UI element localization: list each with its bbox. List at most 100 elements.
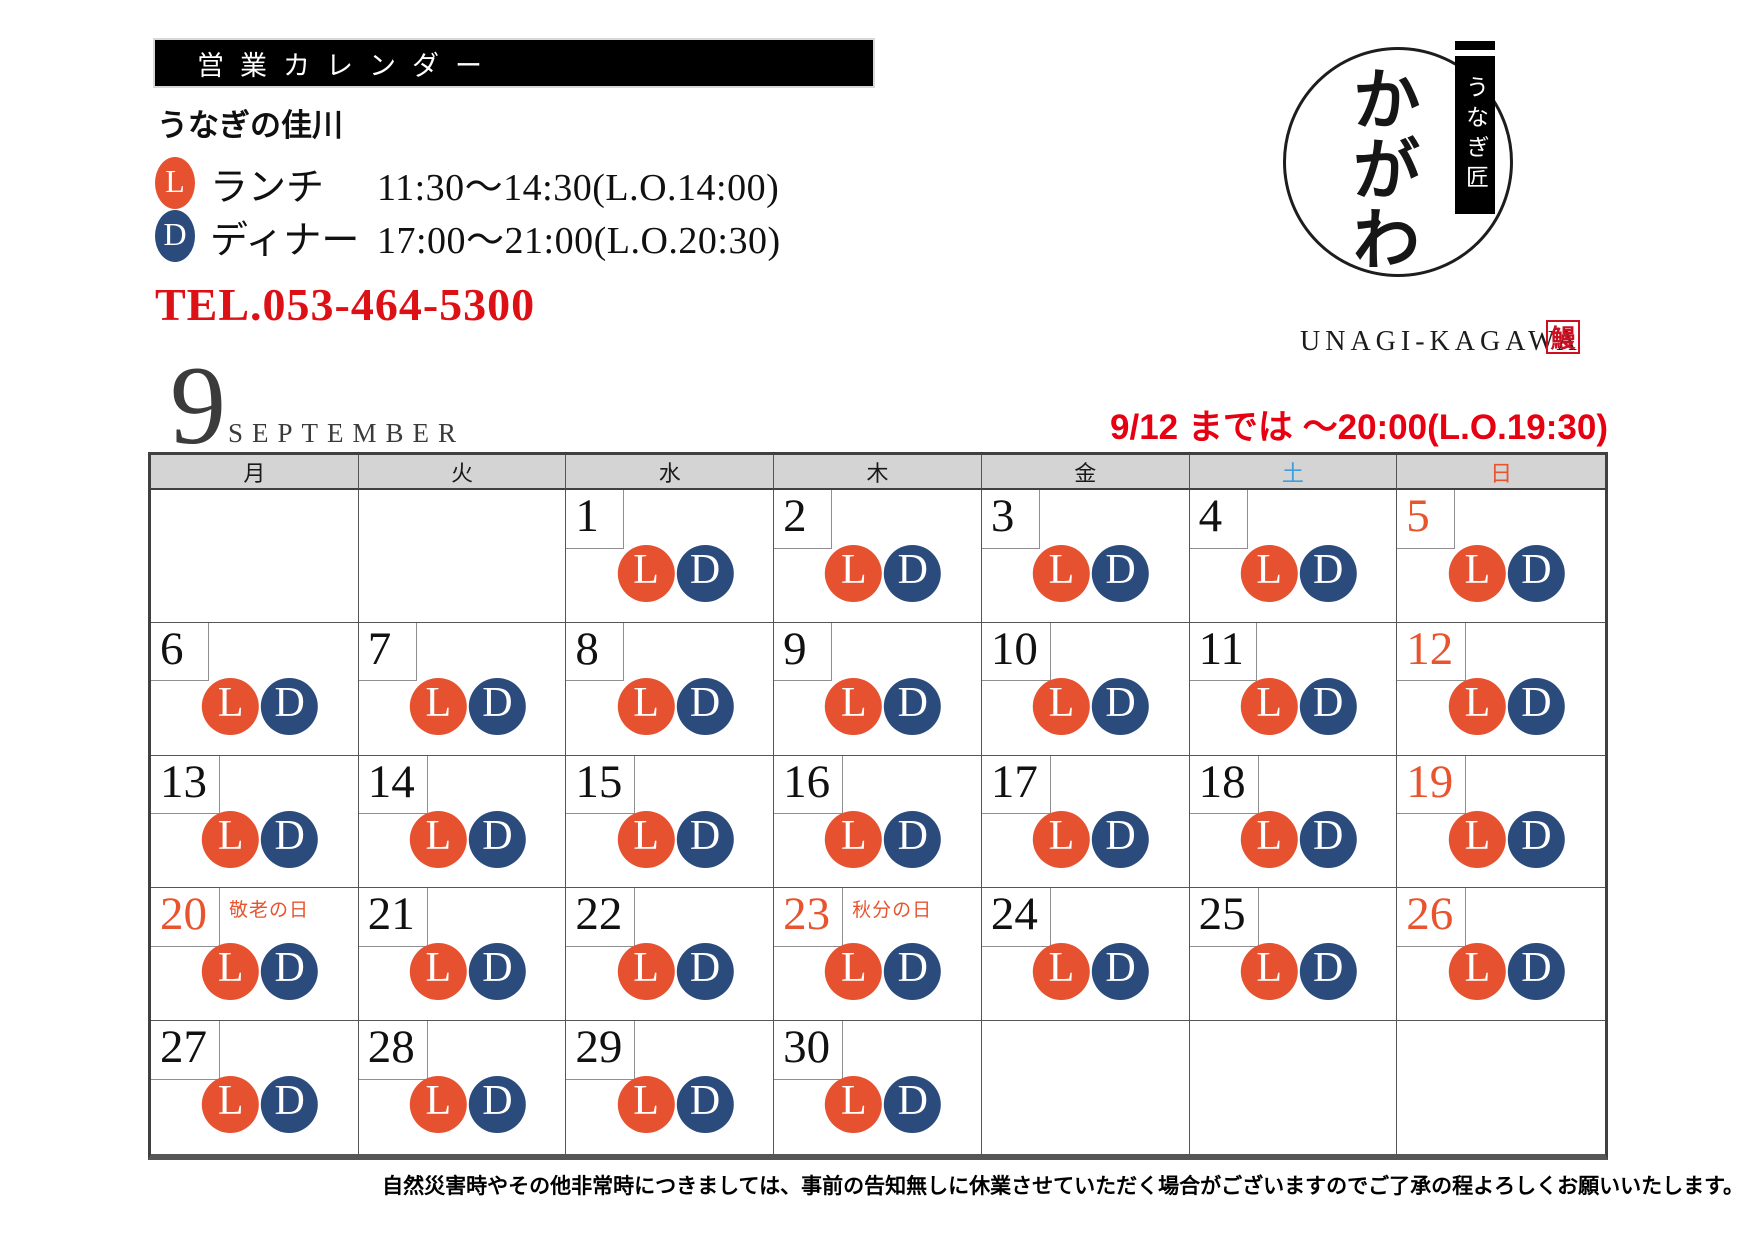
lunch-badge: L xyxy=(1240,677,1298,735)
weekday-header-sun: 日 xyxy=(1397,455,1605,490)
day-number: 7 xyxy=(367,622,392,675)
day-number: 9 xyxy=(783,622,807,675)
empty-day-cell xyxy=(358,490,567,623)
dinner-badge: D xyxy=(1299,677,1357,735)
day-number: 17 xyxy=(990,755,1038,808)
lunch-badge: L xyxy=(409,1076,467,1134)
day-number: 26 xyxy=(1406,888,1454,941)
day-number-box: 30 xyxy=(774,1021,844,1080)
weekday-header-fri: 金 xyxy=(981,455,1190,490)
day-number: 3 xyxy=(990,490,1015,542)
dinner-badge: D xyxy=(676,1076,734,1134)
day-number: 30 xyxy=(783,1021,831,1074)
day-number-box: 25 xyxy=(1189,888,1259,948)
lunch-badge: L xyxy=(1033,943,1091,1001)
logo-circle xyxy=(1283,47,1513,277)
day-cell-13: 13 L D xyxy=(151,755,359,889)
day-number: 22 xyxy=(575,888,623,941)
day-cell-17: 17 L D xyxy=(981,755,1190,889)
day-number: 27 xyxy=(160,1021,207,1074)
month-name: SEPTEMBER xyxy=(228,418,466,448)
day-number-box: 29 xyxy=(566,1021,636,1080)
dinner-badge: D xyxy=(1507,677,1565,735)
dinner-badge: D xyxy=(1507,943,1565,1001)
day-cell-30: 30 L D xyxy=(774,1021,982,1154)
dinner-badge: D xyxy=(1507,810,1565,868)
lunch-badge: L xyxy=(825,943,883,1001)
dinner-badge-icon: D xyxy=(155,210,195,262)
disclaimer-text: 自然災害時やその他非常時につきましては、事前の告知無しに休業させていただく場合が… xyxy=(382,1175,1744,1198)
day-cell-12: 12 L D xyxy=(1397,622,1605,756)
day-cell-11: 11 L D xyxy=(1189,622,1398,756)
day-number: 12 xyxy=(1406,622,1454,675)
lunch-badge: L xyxy=(1240,810,1298,868)
dinner-badge: D xyxy=(1299,810,1357,868)
day-number: 6 xyxy=(160,622,184,675)
dinner-badge: D xyxy=(1092,943,1150,1001)
day-number: 28 xyxy=(367,1021,415,1074)
lunch-badge: L xyxy=(825,1076,883,1134)
day-number: 11 xyxy=(1198,622,1244,675)
holiday-label: 敬老の日 xyxy=(229,900,310,922)
day-number-box: 26 xyxy=(1397,888,1467,948)
month-number: 9 xyxy=(170,344,226,468)
day-number-box: 24 xyxy=(981,888,1051,948)
weekday-header-wed: 水 xyxy=(566,455,775,490)
weekday-header-mon: 月 xyxy=(151,455,359,490)
day-cell-29: 29 L D xyxy=(566,1021,775,1154)
logo-ribbon: うなぎ匠 xyxy=(1455,56,1495,214)
lunch-badge: L xyxy=(1448,943,1506,1001)
lunch-badge: L xyxy=(409,810,467,868)
lunch-badge: L xyxy=(1240,545,1298,602)
day-number-box: 3 xyxy=(981,490,1040,549)
calendar-grid: 月火水木金土日 1 L D 2 L D 3 L D 4 L D 5 L D 6 L D 7 L D 8 L D 9 L D 10 L D 11… xyxy=(148,452,1608,1160)
dinner-badge: D xyxy=(261,1076,319,1134)
day-number-box: 9 xyxy=(774,622,833,682)
day-number: 14 xyxy=(367,755,415,808)
lunch-badge: L xyxy=(1033,677,1091,735)
dinner-badge: D xyxy=(676,810,734,868)
day-number-box: 18 xyxy=(1189,755,1259,815)
day-cell-23: 23 秋分の日 L D xyxy=(774,888,982,1022)
dinner-badge: D xyxy=(468,1076,526,1134)
weekday-header-sat: 土 xyxy=(1189,455,1398,490)
logo-ribbon-cap xyxy=(1455,41,1495,50)
day-number: 4 xyxy=(1198,490,1223,542)
day-number: 21 xyxy=(367,888,415,941)
lunch-badge: L xyxy=(617,943,675,1001)
day-number-box: 12 xyxy=(1397,622,1467,682)
day-number-box: 27 xyxy=(151,1021,220,1080)
day-number: 8 xyxy=(575,622,599,675)
day-number-box: 17 xyxy=(981,755,1051,815)
dinner-badge: D xyxy=(1092,810,1150,868)
day-number: 2 xyxy=(783,490,807,542)
lunch-time: 11:30～14:30(L.O.14:00) xyxy=(377,166,780,209)
day-number-box: 10 xyxy=(981,622,1051,682)
dinner-badge: D xyxy=(1299,545,1357,602)
lunch-badge: L xyxy=(202,943,260,1001)
day-number-box: 6 xyxy=(151,622,209,682)
day-number-box: 28 xyxy=(358,1021,428,1080)
lunch-label: ランチ xyxy=(210,166,325,209)
day-cell-24: 24 L D xyxy=(981,888,1190,1022)
lunch-badge: L xyxy=(825,545,883,602)
day-number: 25 xyxy=(1198,888,1246,941)
day-number-box: 2 xyxy=(774,490,833,549)
lunch-badge: L xyxy=(825,810,883,868)
lunch-badge: L xyxy=(617,677,675,735)
